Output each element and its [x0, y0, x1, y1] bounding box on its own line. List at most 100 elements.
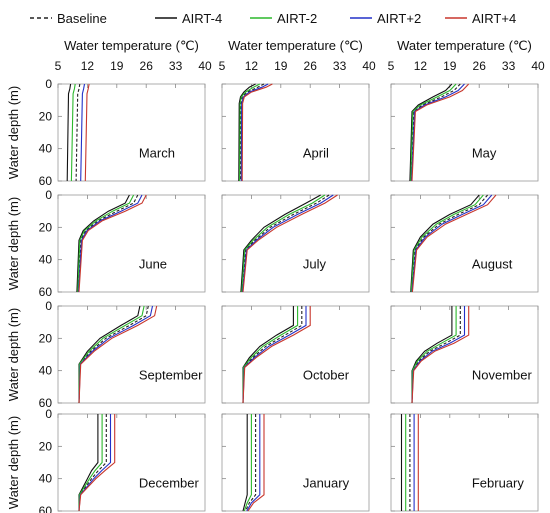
panel-august: August — [390, 194, 539, 293]
month-label: July — [303, 257, 327, 272]
series-line-airtminus4 — [242, 414, 248, 512]
y-tick-label: 60 — [39, 174, 53, 188]
series-line-airtplus4 — [242, 306, 311, 404]
series-line-airtplus2 — [240, 83, 269, 182]
x-tick-label: 26 — [473, 59, 487, 73]
legend-label: AIRT+4 — [472, 11, 516, 26]
legend-item: Baseline — [30, 11, 107, 26]
x-tick-label: 19 — [110, 59, 124, 73]
panel-november: November — [390, 305, 539, 404]
series-line-airtminus2 — [77, 194, 135, 293]
series-line-baseline — [77, 194, 139, 293]
month-label: March — [139, 146, 175, 161]
panel-june: 0 20 40 60 Water depth (m) June — [6, 188, 206, 299]
legend-label: AIRT-2 — [277, 11, 317, 26]
series-line-airtplus4 — [78, 194, 147, 293]
panel-january: January — [221, 413, 370, 512]
series-line-airtplus4 — [411, 83, 470, 182]
month-label: November — [472, 368, 533, 383]
legend-item: AIRT+4 — [445, 11, 516, 26]
series-line-airtminus2 — [78, 305, 145, 404]
y-tick-label: 60 — [39, 504, 53, 513]
series-line-airtplus2 — [411, 194, 493, 293]
legend-item: AIRT-4 — [155, 11, 222, 26]
y-tick-label: 0 — [45, 188, 52, 202]
x-tick-label: 33 — [502, 59, 516, 73]
series-line-airtminus2 — [411, 306, 457, 404]
x-tick-label: 26 — [304, 59, 318, 73]
series-line-airtminus2 — [243, 414, 252, 512]
series-line-airtminus4 — [238, 83, 256, 182]
y-tick-label: 40 — [39, 142, 53, 156]
series-line-airtplus2 — [80, 83, 86, 182]
series-line-airtplus4 — [78, 414, 116, 512]
y-tick-label: 0 — [45, 77, 52, 91]
series-line-airtminus4 — [410, 194, 480, 293]
y-tick-label: 40 — [39, 253, 53, 267]
x-tick-label: 12 — [414, 59, 428, 73]
series-line-airtplus4 — [242, 194, 338, 293]
x-tick-label: 40 — [198, 59, 212, 73]
x-axis-label: Water temperature (℃) — [64, 38, 199, 53]
x-tick-label: 5 — [55, 59, 62, 73]
series-line-airtminus4 — [240, 194, 321, 293]
month-label: September — [139, 368, 203, 383]
series-line-airtminus2 — [241, 194, 326, 293]
month-label: October — [303, 368, 350, 383]
x-tick-label: 19 — [274, 59, 288, 73]
y-tick-label: 0 — [45, 407, 52, 421]
series-line-airtplus4 — [84, 83, 90, 182]
y-tick-label: 60 — [39, 285, 53, 299]
panel-frame — [221, 83, 370, 182]
x-tick-label: 40 — [531, 59, 545, 73]
month-label: December — [139, 476, 200, 491]
panel-frame — [390, 413, 539, 512]
panel-frame — [221, 413, 370, 512]
series-line-airtplus2 — [246, 414, 261, 512]
month-label: February — [472, 476, 525, 491]
x-tick-label: 12 — [245, 59, 259, 73]
x-tick-label: 26 — [140, 59, 154, 73]
panel-frame — [57, 83, 206, 182]
panel-july: July — [221, 194, 370, 293]
panel-frame — [57, 413, 206, 512]
x-tick-label: 33 — [333, 59, 347, 73]
y-axis-label: Water depth (m) — [6, 197, 21, 290]
series-line-baseline — [411, 194, 489, 293]
series-line-airtplus2 — [242, 194, 334, 293]
series-line-airtplus2 — [78, 194, 143, 293]
y-tick-label: 20 — [39, 331, 53, 345]
series-line-airtplus4 — [247, 414, 265, 512]
series-line-airtminus2 — [239, 83, 261, 182]
y-axis-label: Water depth (m) — [6, 308, 21, 401]
panel-march: 0 20 40 60 Water depth (m) March — [6, 77, 206, 188]
x-tick-label: 5 — [219, 59, 226, 73]
y-tick-label: 40 — [39, 364, 53, 378]
y-tick-label: 20 — [39, 109, 53, 123]
month-label: May — [472, 146, 497, 161]
series-line-airtplus2 — [411, 83, 465, 182]
y-tick-label: 0 — [45, 299, 52, 313]
panel-february: February — [390, 413, 539, 512]
series-line-airtminus2 — [410, 194, 484, 293]
series-line-airtminus4 — [66, 83, 72, 182]
panel-frame — [221, 305, 370, 404]
series-line-baseline — [239, 83, 265, 182]
x-axis-label: Water temperature (℃) — [397, 38, 532, 53]
legend-label: Baseline — [57, 11, 107, 26]
series-line-baseline — [410, 83, 461, 182]
y-axis-label: Water depth (m) — [6, 86, 21, 179]
y-tick-label: 20 — [39, 439, 53, 453]
month-label: January — [303, 476, 350, 491]
series-line-airtminus2 — [70, 83, 76, 182]
series-line-airtminus4 — [76, 194, 130, 293]
series-line-baseline — [78, 305, 149, 404]
series-line-airtminus2 — [78, 414, 103, 512]
y-tick-label: 40 — [39, 472, 53, 486]
series-line-baseline — [245, 414, 257, 512]
series-line-baseline — [241, 194, 330, 293]
month-label: June — [139, 257, 167, 272]
panel-september: 0 20 40 60 Water depth (m) September — [6, 299, 206, 410]
x-tick-label: 33 — [169, 59, 183, 73]
month-label: April — [303, 146, 329, 161]
